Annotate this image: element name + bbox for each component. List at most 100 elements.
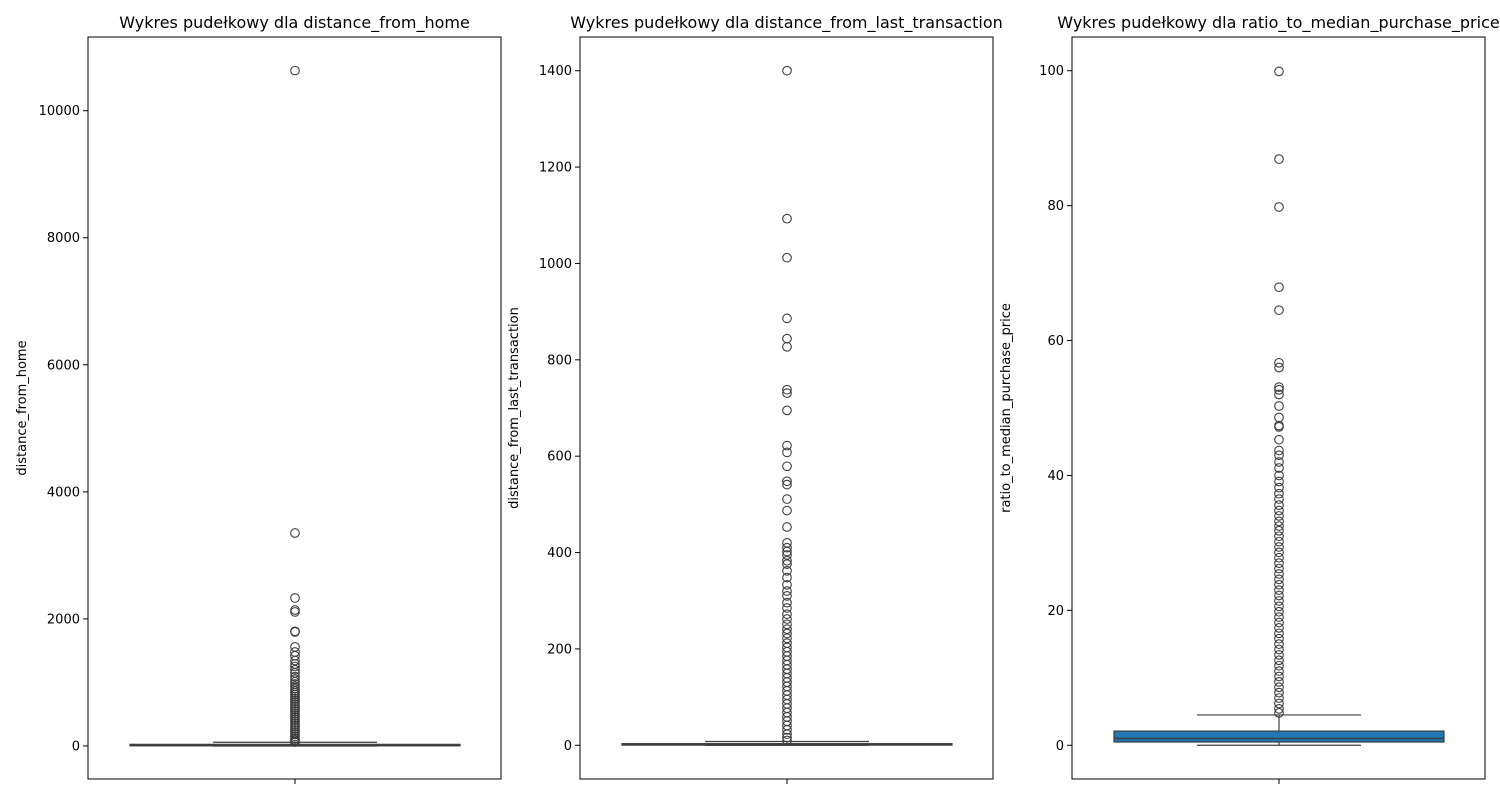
outlier-point	[1274, 590, 1284, 601]
outlier-point	[1274, 202, 1284, 212]
outlier-point	[782, 729, 792, 740]
outlier-point	[1274, 505, 1284, 516]
outlier-point	[290, 674, 300, 685]
y-tick-label: 60	[1047, 334, 1064, 349]
outlier-point	[782, 591, 792, 601]
outlier-point	[1274, 470, 1284, 481]
y-tick-label: 100	[1039, 64, 1064, 79]
chart-title: Wykres pudełkowy dla distance_from_home	[119, 13, 470, 33]
outlier-point	[290, 607, 300, 617]
outlier-point	[782, 333, 792, 344]
outlier-point	[290, 528, 300, 538]
outlier-point	[1274, 66, 1284, 77]
y-tick-label: 400	[547, 546, 572, 561]
outlier-point	[290, 642, 300, 652]
outlier-point	[1274, 617, 1284, 628]
outlier-point	[1274, 596, 1284, 606]
outlier-point	[1274, 585, 1284, 595]
y-tick-label: 1000	[539, 257, 572, 272]
outlier-point	[782, 546, 792, 557]
outlier-point	[782, 555, 792, 566]
outlier-point	[1274, 412, 1284, 423]
outlier-point	[1274, 362, 1284, 373]
plot-frame	[579, 36, 994, 780]
y-tick-label: 20	[1047, 604, 1064, 619]
outlier-point	[782, 559, 792, 569]
chart-title: Wykres pudełkowy dla distance_from_last_…	[570, 13, 1003, 33]
y-tick-label: 0	[1056, 739, 1064, 754]
outlier-point	[290, 627, 300, 637]
outlier-point	[1274, 687, 1284, 698]
outlier-point	[1274, 500, 1284, 510]
outlier-point	[782, 461, 792, 472]
outlier-point	[1274, 569, 1284, 579]
outlier-point	[782, 388, 792, 398]
outlier-point	[1274, 516, 1284, 527]
outlier-point	[782, 725, 792, 735]
outlier-point	[290, 671, 300, 682]
outlier-point	[782, 566, 792, 576]
y-tick-label: 6000	[47, 358, 80, 373]
outlier-point	[782, 252, 792, 263]
outlier-point	[782, 586, 792, 596]
y-tick-label: 10000	[39, 104, 80, 119]
outlier-point	[782, 213, 792, 224]
outlier-point	[1274, 305, 1284, 316]
outlier-point	[1274, 552, 1284, 563]
outlier-point	[1274, 282, 1284, 293]
outlier-point	[1274, 703, 1284, 714]
outlier-point	[1274, 650, 1284, 660]
outlier-point	[1274, 666, 1284, 676]
outlier-point	[1274, 698, 1284, 709]
outlier-point	[1274, 644, 1284, 655]
outlier-point	[1274, 542, 1284, 552]
outlier-point	[782, 476, 792, 487]
outlier-point	[1274, 531, 1284, 542]
outlier-point	[1274, 601, 1284, 612]
y-tick-label: 800	[547, 353, 572, 368]
outlier-point	[1274, 693, 1284, 703]
y-tick-label: 600	[547, 450, 572, 465]
y-tick-label: 200	[547, 642, 572, 657]
outlier-point	[1274, 445, 1284, 456]
y-tick-label: 40	[1047, 469, 1064, 484]
outlier-point	[1274, 639, 1284, 649]
outlier-point	[782, 440, 792, 451]
y-tick-label: 2000	[47, 612, 80, 627]
y-tick-label: 1400	[539, 64, 572, 79]
outlier-point	[290, 737, 300, 747]
boxplot-panel-3: Wykres pudełkowy dla ratio_to_median_pur…	[999, 13, 1500, 784]
outlier-point	[782, 505, 792, 516]
outlier-point	[782, 633, 792, 644]
boxplot-panel-1: Wykres pudełkowy dla distance_from_homed…	[15, 13, 502, 784]
outlier-point	[782, 313, 792, 324]
outlier-point	[782, 522, 792, 532]
outlier-point	[1274, 682, 1284, 693]
iqr-box	[1113, 730, 1445, 743]
y-tick-label: 4000	[47, 485, 80, 500]
outlier-point	[1274, 579, 1284, 590]
outlier-point	[782, 603, 792, 613]
outlier-point	[1274, 434, 1284, 445]
outlier-point	[1274, 708, 1284, 718]
outlier-point	[782, 341, 792, 352]
outlier-point	[1274, 660, 1284, 671]
y-tick-label: 80	[1047, 199, 1064, 214]
outlier-point	[1274, 482, 1284, 493]
outlier-point	[1274, 547, 1284, 558]
outlier-point	[1274, 384, 1284, 395]
outlier-point	[782, 732, 792, 743]
outlier-point	[290, 605, 300, 615]
outlier-point	[782, 550, 792, 560]
outlier-point	[1274, 633, 1284, 644]
outlier-point	[782, 609, 792, 620]
outlier-point	[1274, 623, 1284, 633]
outlier-point	[1274, 606, 1284, 617]
outlier-point	[1274, 488, 1284, 499]
outlier-point	[1274, 389, 1284, 400]
outlier-point	[1274, 450, 1284, 461]
outlier-point	[1274, 494, 1284, 504]
outlier-point	[1274, 525, 1284, 536]
plot-frame	[1071, 36, 1486, 780]
